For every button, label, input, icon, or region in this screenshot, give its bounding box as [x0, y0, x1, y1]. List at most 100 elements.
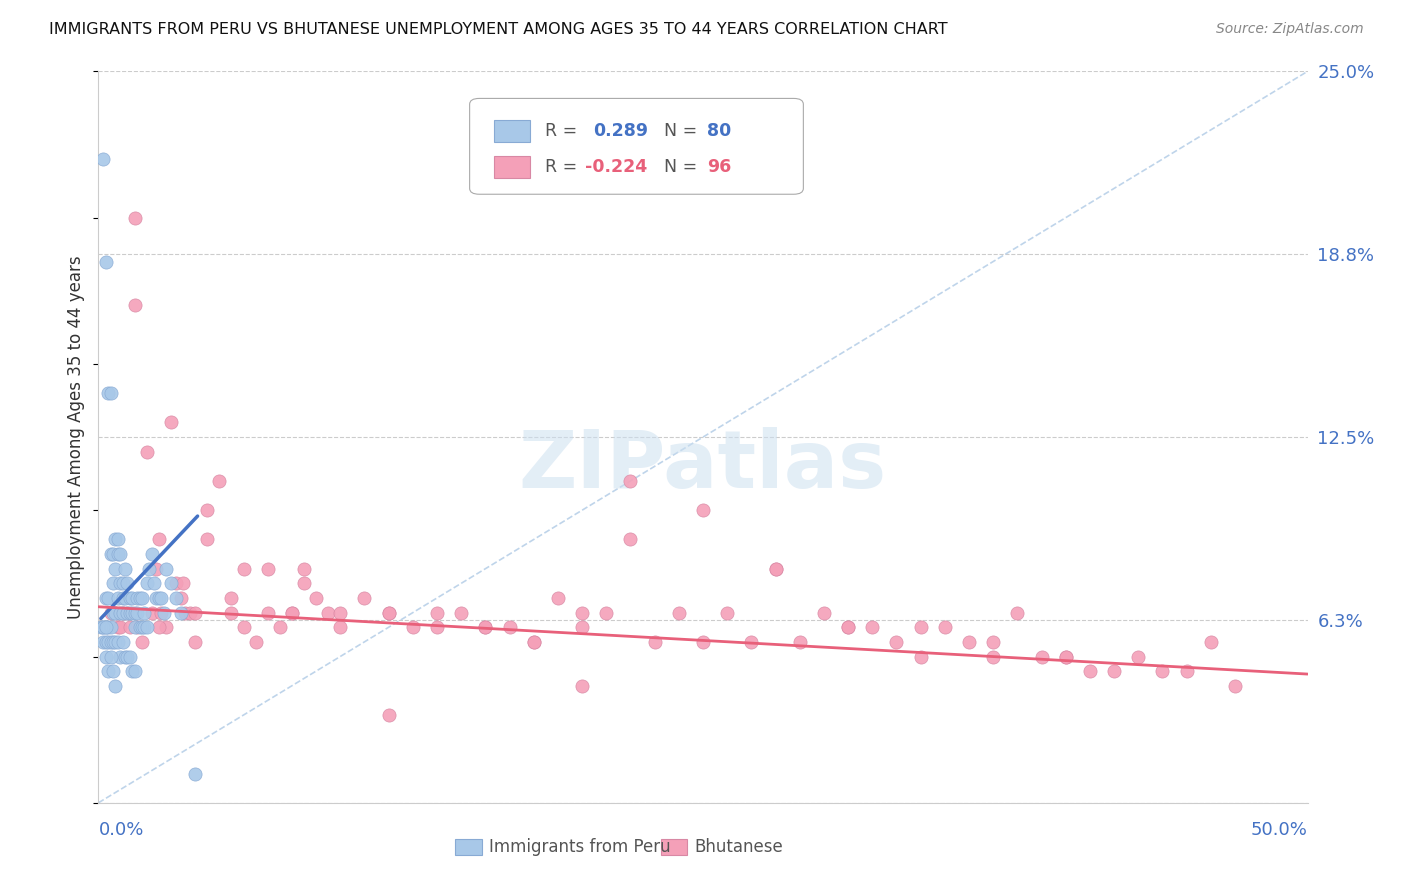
- Point: [108, 606, 131, 620]
- Point: [127, 606, 149, 620]
- Point: [118, 591, 141, 605]
- Point: [474, 620, 496, 634]
- Point: [128, 620, 150, 634]
- Point: [165, 576, 187, 591]
- Point: [150, 606, 173, 620]
- Point: [571, 620, 593, 634]
- Text: R =: R =: [544, 159, 582, 177]
- Point: [619, 474, 641, 488]
- Point: [523, 635, 546, 649]
- Point: [450, 606, 472, 620]
- Point: [305, 591, 328, 605]
- Point: [184, 606, 207, 620]
- Point: [135, 444, 157, 458]
- Point: [121, 606, 143, 620]
- Point: [934, 620, 956, 634]
- Point: [910, 620, 932, 634]
- Point: [100, 386, 122, 401]
- Point: [155, 620, 177, 634]
- Point: [111, 606, 134, 620]
- Point: [150, 591, 173, 605]
- Point: [97, 620, 120, 634]
- Point: [245, 635, 267, 649]
- Point: [101, 547, 124, 561]
- Text: N =: N =: [654, 122, 703, 140]
- Point: [1054, 649, 1077, 664]
- Point: [523, 635, 546, 649]
- Point: [124, 664, 146, 678]
- Point: [316, 606, 339, 620]
- Point: [169, 591, 191, 605]
- Point: [571, 679, 593, 693]
- Point: [131, 620, 153, 634]
- Point: [131, 635, 153, 649]
- FancyBboxPatch shape: [470, 98, 803, 194]
- Point: [152, 606, 174, 620]
- Point: [108, 649, 131, 664]
- Point: [910, 649, 932, 664]
- Point: [124, 606, 146, 620]
- Point: [232, 562, 254, 576]
- Point: [91, 620, 114, 634]
- Point: [498, 620, 520, 634]
- Text: 0.0%: 0.0%: [98, 821, 143, 839]
- Point: [148, 591, 170, 605]
- Point: [377, 708, 399, 723]
- Point: [108, 576, 131, 591]
- Text: N =: N =: [654, 159, 703, 177]
- Point: [107, 547, 129, 561]
- Point: [107, 591, 129, 605]
- Text: 96: 96: [707, 159, 731, 177]
- Point: [94, 591, 117, 605]
- Point: [124, 211, 146, 225]
- Point: [94, 620, 117, 634]
- Point: [221, 591, 243, 605]
- Point: [145, 562, 167, 576]
- Point: [668, 606, 690, 620]
- Point: [426, 606, 449, 620]
- Point: [117, 576, 139, 591]
- Point: [886, 635, 908, 649]
- Point: [160, 576, 183, 591]
- Point: [135, 620, 157, 634]
- Point: [124, 298, 146, 312]
- Point: [837, 620, 859, 634]
- Point: [692, 503, 714, 517]
- Point: [111, 576, 134, 591]
- Point: [108, 620, 131, 634]
- Point: [716, 606, 738, 620]
- Point: [426, 620, 449, 634]
- Point: [104, 606, 127, 620]
- Point: [91, 635, 114, 649]
- Point: [117, 606, 139, 620]
- Text: -0.224: -0.224: [585, 159, 647, 177]
- FancyBboxPatch shape: [494, 156, 530, 178]
- Point: [1031, 649, 1053, 664]
- Point: [174, 606, 197, 620]
- Point: [141, 547, 163, 561]
- Point: [377, 606, 399, 620]
- Point: [981, 649, 1004, 664]
- Point: [329, 606, 352, 620]
- Point: [127, 591, 149, 605]
- Point: [104, 635, 127, 649]
- Point: [114, 562, 136, 576]
- Point: [619, 533, 641, 547]
- Point: [1152, 664, 1174, 678]
- Point: [281, 606, 304, 620]
- Point: [169, 606, 191, 620]
- Point: [100, 635, 122, 649]
- FancyBboxPatch shape: [456, 839, 482, 855]
- Point: [94, 254, 117, 268]
- Text: 80: 80: [707, 122, 731, 140]
- Point: [128, 591, 150, 605]
- Point: [141, 606, 163, 620]
- Point: [269, 620, 291, 634]
- Point: [1078, 664, 1101, 678]
- Point: [111, 591, 134, 605]
- Point: [94, 635, 117, 649]
- Point: [292, 576, 315, 591]
- Point: [104, 533, 127, 547]
- Point: [97, 635, 120, 649]
- Point: [1128, 649, 1150, 664]
